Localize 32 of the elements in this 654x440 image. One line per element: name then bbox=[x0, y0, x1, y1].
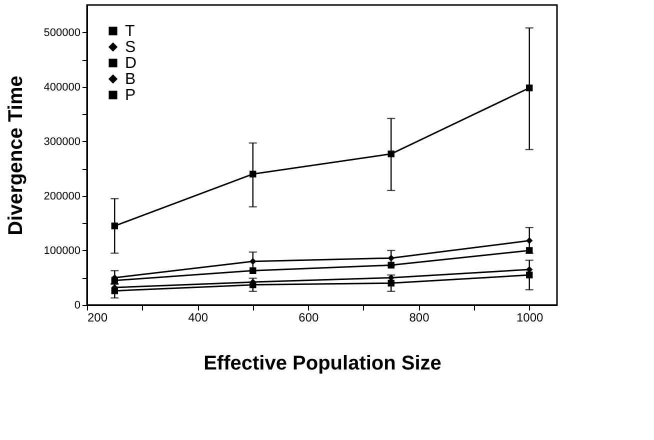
y-tick-label: 500000 bbox=[44, 26, 80, 39]
point bbox=[250, 170, 256, 178]
x-tick-label: 800 bbox=[409, 310, 430, 324]
point bbox=[526, 266, 533, 273]
x-axis-title: Effective Population Size bbox=[204, 352, 442, 374]
point bbox=[388, 280, 394, 287]
point bbox=[526, 247, 533, 254]
legend-label: D bbox=[125, 55, 137, 72]
legend-label: S bbox=[125, 39, 136, 56]
point bbox=[526, 84, 533, 92]
x-tick-label: 1000 bbox=[516, 310, 544, 324]
point bbox=[111, 277, 118, 284]
point bbox=[388, 254, 394, 262]
legend-label: T bbox=[125, 23, 135, 40]
y-tick-label: 400000 bbox=[44, 81, 80, 94]
y-tick-label: 100000 bbox=[44, 244, 80, 257]
y-axis-title: Divergence Time bbox=[4, 76, 27, 236]
y-tick-label: 300000 bbox=[44, 136, 80, 148]
x-tick-label: 400 bbox=[188, 310, 208, 324]
legend-label: B bbox=[125, 71, 136, 88]
point bbox=[526, 272, 533, 278]
y-tick-label: 200000 bbox=[44, 190, 80, 202]
x-tick-label: 600 bbox=[298, 310, 320, 324]
point bbox=[388, 262, 394, 269]
x-tick-label: 200 bbox=[88, 310, 108, 324]
point bbox=[111, 222, 118, 230]
point bbox=[526, 237, 533, 244]
y-tick-label: 0 bbox=[74, 300, 80, 312]
legend-label: P bbox=[125, 87, 136, 104]
point bbox=[250, 267, 256, 274]
point bbox=[388, 150, 394, 158]
point bbox=[250, 258, 256, 265]
